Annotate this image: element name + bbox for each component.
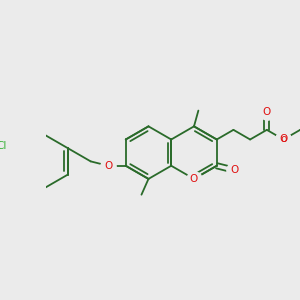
Text: O: O xyxy=(230,165,238,175)
Text: o: o xyxy=(280,134,287,145)
Text: O: O xyxy=(279,134,288,145)
Text: O: O xyxy=(263,107,271,117)
Text: Cl: Cl xyxy=(0,142,7,152)
Text: O: O xyxy=(190,174,198,184)
Text: O: O xyxy=(104,161,112,171)
